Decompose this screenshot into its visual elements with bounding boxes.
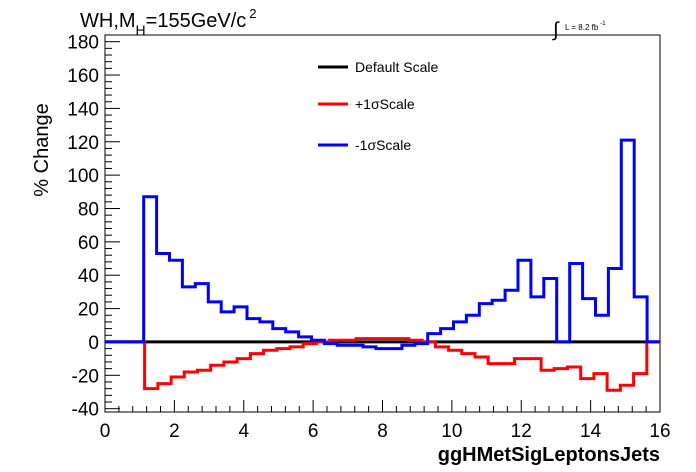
x-tick-label: 6 [308, 421, 319, 442]
title-superscript: 2 [249, 6, 256, 21]
x-tick-label: 2 [169, 421, 180, 442]
title-main: WH,M [80, 10, 136, 32]
y-tick-label: 160 [67, 66, 99, 87]
y-tick-label: 40 [78, 266, 99, 287]
y-tick-label: 120 [67, 133, 99, 154]
y-tick-label: 100 [67, 166, 99, 187]
x-tick-label: 4 [238, 421, 249, 442]
x-tick-label: 0 [100, 421, 111, 442]
series-line-1 [105, 337, 660, 392]
chart-title: WH,MH=155GeV/c 2 [80, 6, 257, 38]
series-layer [105, 138, 660, 392]
y-tick-label: 60 [78, 233, 99, 254]
series-line-2 [105, 138, 660, 351]
x-tick-label: 12 [511, 421, 532, 442]
x-axis-label: ggHMetSigLeptonsJets [438, 444, 660, 466]
y-tick-label: -40 [72, 400, 99, 421]
title-subscript: H [136, 22, 146, 38]
x-tick-label: 10 [441, 421, 462, 442]
legend-label: +1σScale [355, 96, 415, 112]
y-tick-label: 20 [78, 300, 99, 321]
x-tick-label: 8 [377, 421, 388, 442]
y-tick-label: -20 [72, 366, 99, 387]
lumi-integral: ∫ [552, 19, 560, 41]
y-tick-label: 0 [88, 333, 99, 354]
axes: -40 -20 0 20 40 60 80 100 120 140 160 180 0 2 4 6 8 10 12 1… [67, 33, 670, 442]
plot-frame [104, 34, 661, 413]
x-tick-label: 14 [580, 421, 602, 442]
y-tick-label: 180 [67, 33, 99, 54]
lumi-label: L = 8.2 fb -1 [565, 21, 606, 32]
legend-label: Default Scale [355, 59, 438, 75]
lumi-text: L = 8.2 fb [565, 23, 599, 32]
y-axis-label: % Change [31, 103, 53, 196]
x-tick-label: 16 [649, 421, 670, 442]
lumi-superscript: -1 [600, 21, 606, 27]
y-tick-label: 80 [78, 199, 99, 220]
legend: Default Scale +1σScale -1σScale [318, 59, 438, 153]
title-rest: =155GeV/c [146, 10, 247, 32]
y-tick-label: 140 [67, 99, 99, 120]
legend-label: -1σScale [355, 137, 411, 153]
